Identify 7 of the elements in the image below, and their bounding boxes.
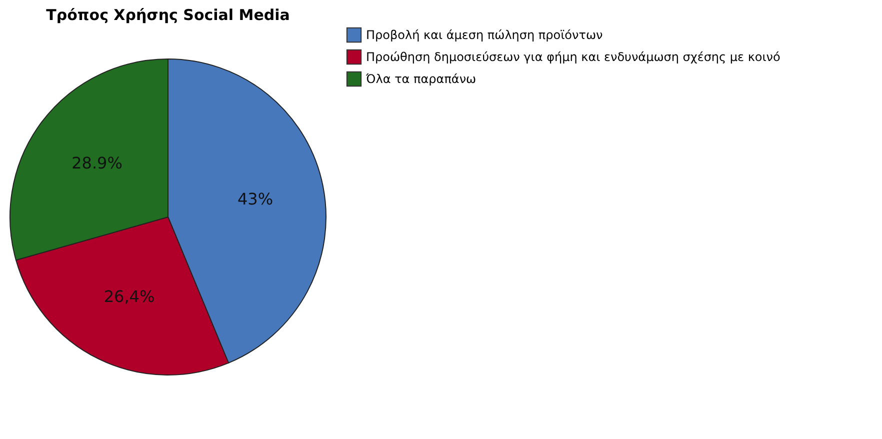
- legend-label: Προώθηση δημοσιεύσεων για φήμη και ενδυνάμωση σχέσης με κοινό: [366, 50, 780, 64]
- data-label: 43%: [238, 190, 274, 209]
- data-label: 28.9%: [72, 153, 122, 172]
- legend-label: Όλα τα παραπάνω: [365, 72, 476, 86]
- legend-label: Προβολή και άμεση πώληση προϊόντων: [366, 28, 603, 42]
- data-label: 26,4%: [104, 287, 155, 306]
- chart-title: Τρόπος Χρήσης Social Media: [46, 6, 290, 24]
